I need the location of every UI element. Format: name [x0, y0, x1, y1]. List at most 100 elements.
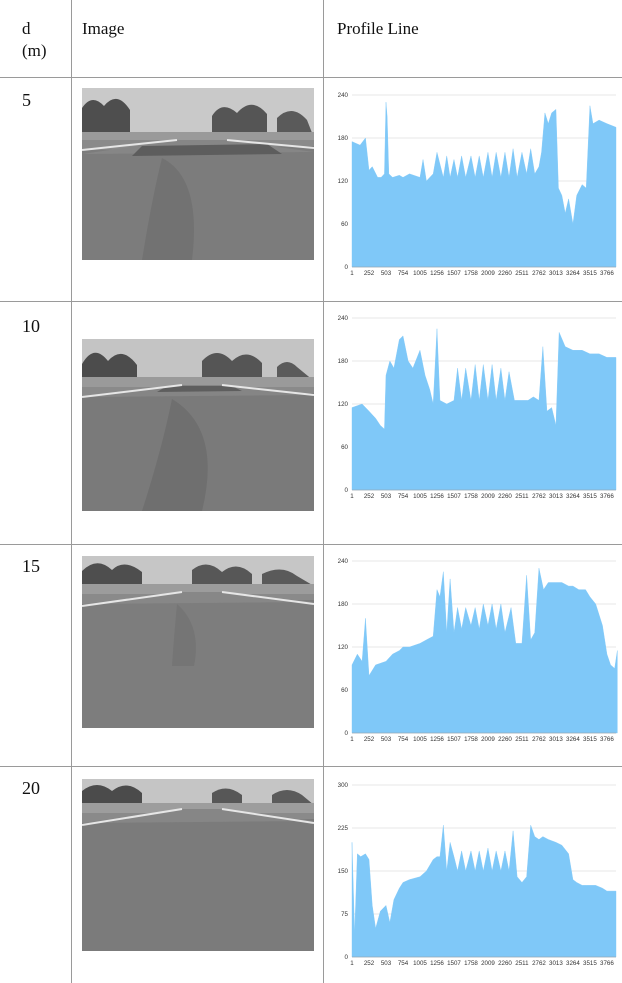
- x-tick-label: 3264: [566, 736, 580, 743]
- profile-chart-15m: 0 60 120 180 240 1 252 503 754 1005 1256 1507 1758 20…: [330, 552, 620, 752]
- x-tick-label: 3013: [549, 960, 563, 967]
- row-divider: [0, 77, 622, 78]
- x-tick-label: 2260: [498, 736, 512, 743]
- x-tick-label: 503: [381, 270, 392, 277]
- x-tick-label: 2762: [532, 960, 546, 967]
- header-d: d (m): [22, 18, 47, 62]
- x-tick-label: 3515: [583, 736, 597, 743]
- row-distance-label: 10: [22, 316, 40, 336]
- x-tick-label: 3264: [566, 270, 580, 277]
- x-tick-label: 503: [381, 960, 392, 967]
- profile-area-series: [351, 568, 618, 734]
- x-tick-label: 1758: [464, 960, 478, 967]
- x-tick-label: 1005: [413, 736, 427, 743]
- row-divider: [0, 766, 622, 767]
- x-tick-label: 1256: [430, 493, 444, 500]
- x-tick-label: 2260: [498, 493, 512, 500]
- x-tick-label: 1005: [413, 270, 427, 277]
- y-tick-label: 0: [345, 264, 349, 271]
- x-tick-label: 2511: [515, 736, 529, 743]
- x-tick-label: 2260: [498, 270, 512, 277]
- x-tick-label: 3515: [583, 960, 597, 967]
- y-tick-label: 225: [338, 825, 349, 832]
- x-tick-label: 503: [381, 736, 392, 743]
- x-tick-label: 2009: [481, 736, 495, 743]
- row-divider: [0, 301, 622, 302]
- y-tick-label: 180: [338, 135, 349, 142]
- x-tick-label: 1005: [413, 493, 427, 500]
- profile-chart-10m: 0 60 120 180 240 1 252 503 754 1005 1256 1507 1758 20…: [330, 309, 620, 509]
- y-tick-label: 60: [341, 444, 348, 451]
- profile-chart-svg: 0 60 120 180 240 1 252 503 754 1005 1256 1507 1758 20…: [338, 315, 617, 500]
- x-tick-label: 1758: [464, 736, 478, 743]
- x-tick-label: 1: [350, 960, 354, 967]
- x-tick-label: 2260: [498, 960, 512, 967]
- x-tick-label: 754: [398, 960, 409, 967]
- y-tick-label: 60: [341, 221, 348, 228]
- header-profile-line: Profile Line: [337, 19, 419, 38]
- y-tick-label: 75: [341, 911, 348, 918]
- column-divider: [71, 0, 72, 983]
- x-tick-label: 3013: [549, 493, 563, 500]
- x-tick-label: 1: [350, 736, 354, 743]
- x-tick-label: 2511: [515, 493, 529, 500]
- profile-chart-svg: 0 60 120 180 240 1 252 503 754 1005 1256 1507 1758 20…: [338, 92, 617, 277]
- y-tick-label: 60: [341, 687, 348, 694]
- y-tick-label: 300: [338, 782, 349, 789]
- row-distance-label: 20: [22, 778, 40, 798]
- y-tick-label: 0: [345, 487, 349, 494]
- header-d-symbol: d: [22, 19, 31, 38]
- column-divider: [323, 0, 324, 983]
- x-tick-label: 3515: [583, 493, 597, 500]
- row-divider: [0, 544, 622, 545]
- x-tick-label: 2009: [481, 493, 495, 500]
- y-tick-label: 240: [338, 92, 349, 99]
- x-tick-label: 3264: [566, 960, 580, 967]
- x-tick-label: 3013: [549, 736, 563, 743]
- x-tick-label: 1758: [464, 270, 478, 277]
- row-distance-label: 5: [22, 90, 31, 110]
- x-tick-label: 2762: [532, 736, 546, 743]
- profile-chart-20m: 0 75 150 225 300 1 252 503 754 1005 1256 1507 1758 20…: [330, 776, 620, 976]
- x-tick-label: 754: [398, 493, 409, 500]
- x-tick-label: 1: [350, 493, 354, 500]
- y-tick-label: 180: [338, 601, 349, 608]
- y-tick-label: 180: [338, 358, 349, 365]
- x-tick-label: 1256: [430, 960, 444, 967]
- profile-chart-5m: 0 60 120 180 240 1 252 503 754 1005 1256 1507 1758 20…: [330, 86, 620, 286]
- x-tick-label: 1758: [464, 493, 478, 500]
- x-tick-label: 2009: [481, 960, 495, 967]
- road-photo-10m: [82, 339, 314, 511]
- x-tick-label: 3013: [549, 270, 563, 277]
- y-tick-label: 120: [338, 178, 349, 185]
- x-tick-label: 1507: [447, 960, 461, 967]
- x-tick-label: 3766: [600, 493, 614, 500]
- x-tick-label: 3766: [600, 736, 614, 743]
- x-tick-label: 3766: [600, 960, 614, 967]
- x-tick-label: 252: [364, 960, 375, 967]
- header-image: Image: [82, 19, 125, 38]
- profile-chart-svg: 0 75 150 225 300 1 252 503 754 1005 1256 1507 1758 20…: [338, 782, 617, 967]
- x-tick-label: 252: [364, 270, 375, 277]
- x-tick-label: 2762: [532, 493, 546, 500]
- profile-chart-svg: 0 60 120 180 240 1 252 503 754 1005 1256 1507 1758 20…: [338, 558, 618, 743]
- x-tick-label: 2511: [515, 270, 529, 277]
- x-tick-label: 1256: [430, 270, 444, 277]
- x-tick-label: 1005: [413, 960, 427, 967]
- y-tick-label: 240: [338, 315, 349, 322]
- x-tick-label: 503: [381, 493, 392, 500]
- y-tick-label: 0: [345, 954, 349, 961]
- x-tick-label: 3515: [583, 270, 597, 277]
- profile-area-series: [351, 328, 617, 491]
- x-tick-label: 3264: [566, 493, 580, 500]
- x-tick-label: 2511: [515, 960, 529, 967]
- x-tick-label: 754: [398, 270, 409, 277]
- x-tick-label: 252: [364, 736, 375, 743]
- x-tick-label: 1507: [447, 270, 461, 277]
- x-tick-label: 252: [364, 493, 375, 500]
- y-tick-label: 120: [338, 644, 349, 651]
- header-d-unit: (m): [22, 41, 47, 60]
- profile-area-series: [351, 825, 617, 958]
- road-photo-20m: [82, 779, 314, 951]
